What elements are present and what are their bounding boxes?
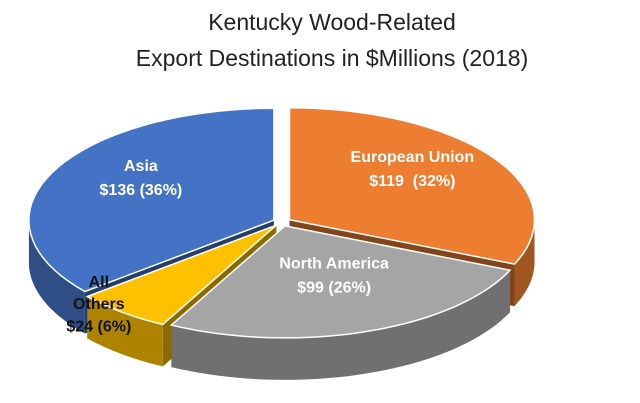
slice-wall	[28, 220, 85, 334]
slice-label: Asia	[124, 158, 158, 175]
value-label: $136 (36%)	[100, 182, 183, 199]
slice-top	[28, 107, 275, 293]
chart-title: Export Destinations in $Millions (2018)	[136, 45, 528, 71]
slice-wall	[87, 296, 163, 367]
slice-wall	[171, 270, 510, 380]
pie-slice	[169, 225, 512, 380]
value-label: $24 (6%)	[66, 318, 131, 335]
slice-label: European Union	[351, 149, 475, 166]
slice-top	[288, 106, 536, 265]
slice-top	[169, 225, 512, 339]
slice-wall	[514, 219, 535, 307]
chart-title: Kentucky Wood-Related	[208, 9, 456, 35]
value-label: $119 (32%)	[369, 173, 455, 190]
value-label: $99 (26%)	[297, 279, 371, 296]
slice-label: All Others	[73, 274, 125, 313]
slice-label: North America	[279, 255, 389, 272]
slice-top	[85, 224, 277, 326]
